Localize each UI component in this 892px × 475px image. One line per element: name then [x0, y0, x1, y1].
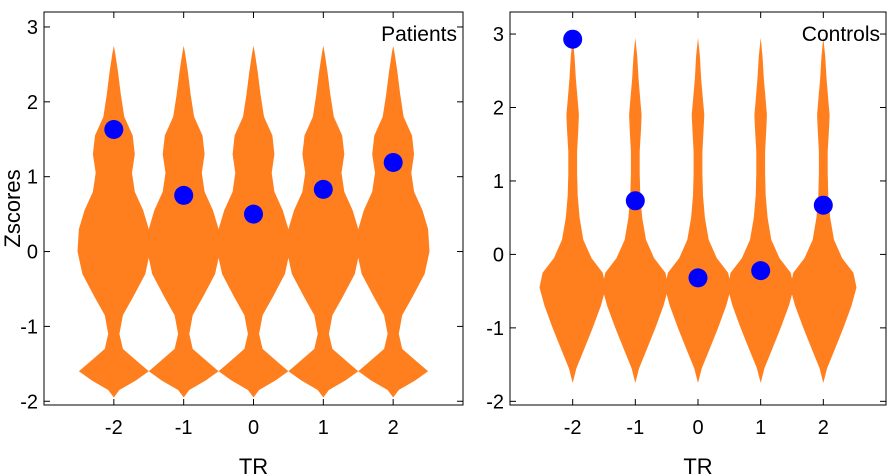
controls-violin-tr-1: [727, 37, 794, 383]
controls-y-tick-label: 0: [493, 244, 504, 266]
patients-x-tick-label: -1: [175, 417, 193, 439]
controls-x-tick-label: -1: [626, 417, 644, 439]
patients-observed-point-tr-0: [244, 204, 263, 224]
patients-panel-label: Patients: [381, 23, 457, 46]
controls-y-axis: -2 -1 0 1 2 3: [486, 24, 886, 413]
controls-violins: [539, 37, 857, 383]
controls-violin-tr--2: [539, 37, 606, 383]
patients-observed-point-tr-2: [383, 153, 403, 172]
controls-violin-tr--1: [602, 37, 669, 383]
patients-y-tick-label: -1: [20, 316, 38, 338]
panel-controls: -2 -1 0 1 2 3 -2 -1 0 1 2 Controls TR: [486, 11, 887, 475]
controls-x-axis-title: TR: [683, 454, 712, 475]
controls-x-tick-label: 2: [818, 417, 829, 439]
patients-y-axis: -2 -1 0 1 2 3: [20, 17, 463, 413]
patients-x-axis-title: TR: [239, 454, 268, 475]
controls-y-tick-label: 3: [493, 24, 504, 46]
patients-x-tick-label: 1: [318, 417, 329, 439]
patients-observed-markers: [104, 120, 403, 224]
patients-x-axis: -2 -1 0 1 2: [105, 12, 399, 439]
controls-y-tick-label: 1: [493, 171, 504, 193]
controls-x-tick-label: 0: [692, 417, 703, 439]
patients-observed-point-tr--1: [174, 185, 194, 205]
patients-violin-tr-1: [287, 45, 360, 398]
patients-observed-point-tr--2: [104, 120, 124, 139]
patients-violin-tr-2: [356, 45, 430, 398]
patients-x-tick-label: 2: [388, 417, 399, 439]
patients-y-tick-label: 1: [27, 167, 38, 189]
patients-y-tick-label: 3: [27, 17, 38, 39]
controls-y-tick-label: 2: [493, 97, 504, 119]
patients-violin-tr--1: [147, 45, 220, 398]
patients-y-axis-title: Zscores: [0, 169, 25, 247]
controls-x-tick-label: -2: [564, 417, 582, 439]
controls-x-tick-label: 1: [755, 417, 766, 439]
patients-x-tick-label: -2: [105, 417, 123, 439]
patients-violin-tr--2: [77, 45, 151, 398]
controls-observed-point-tr--2: [563, 29, 583, 49]
controls-y-tick-label: -1: [486, 318, 504, 340]
controls-observed-point-tr-1: [751, 261, 771, 281]
controls-observed-point-tr-0: [688, 268, 708, 288]
panel-patients: -2 -1 0 1 2 3 -2 -1 0 1 2 Patients TR Zscores: [0, 11, 464, 475]
controls-observed-markers: [563, 29, 833, 288]
patients-y-tick-label: 2: [27, 92, 38, 114]
controls-violin-tr-0: [664, 37, 732, 383]
controls-panel-label: Controls: [802, 23, 880, 46]
patients-x-tick-label: 0: [248, 417, 259, 439]
controls-observed-point-tr-2: [813, 195, 833, 215]
patients-y-tick-label: 0: [27, 242, 38, 264]
patients-observed-point-tr-1: [313, 179, 333, 199]
controls-x-axis: -2 -1 0 1 2: [564, 12, 829, 439]
patients-y-tick-label: -2: [20, 391, 38, 413]
controls-observed-point-tr--1: [625, 191, 645, 211]
controls-y-tick-label: -2: [486, 391, 504, 413]
